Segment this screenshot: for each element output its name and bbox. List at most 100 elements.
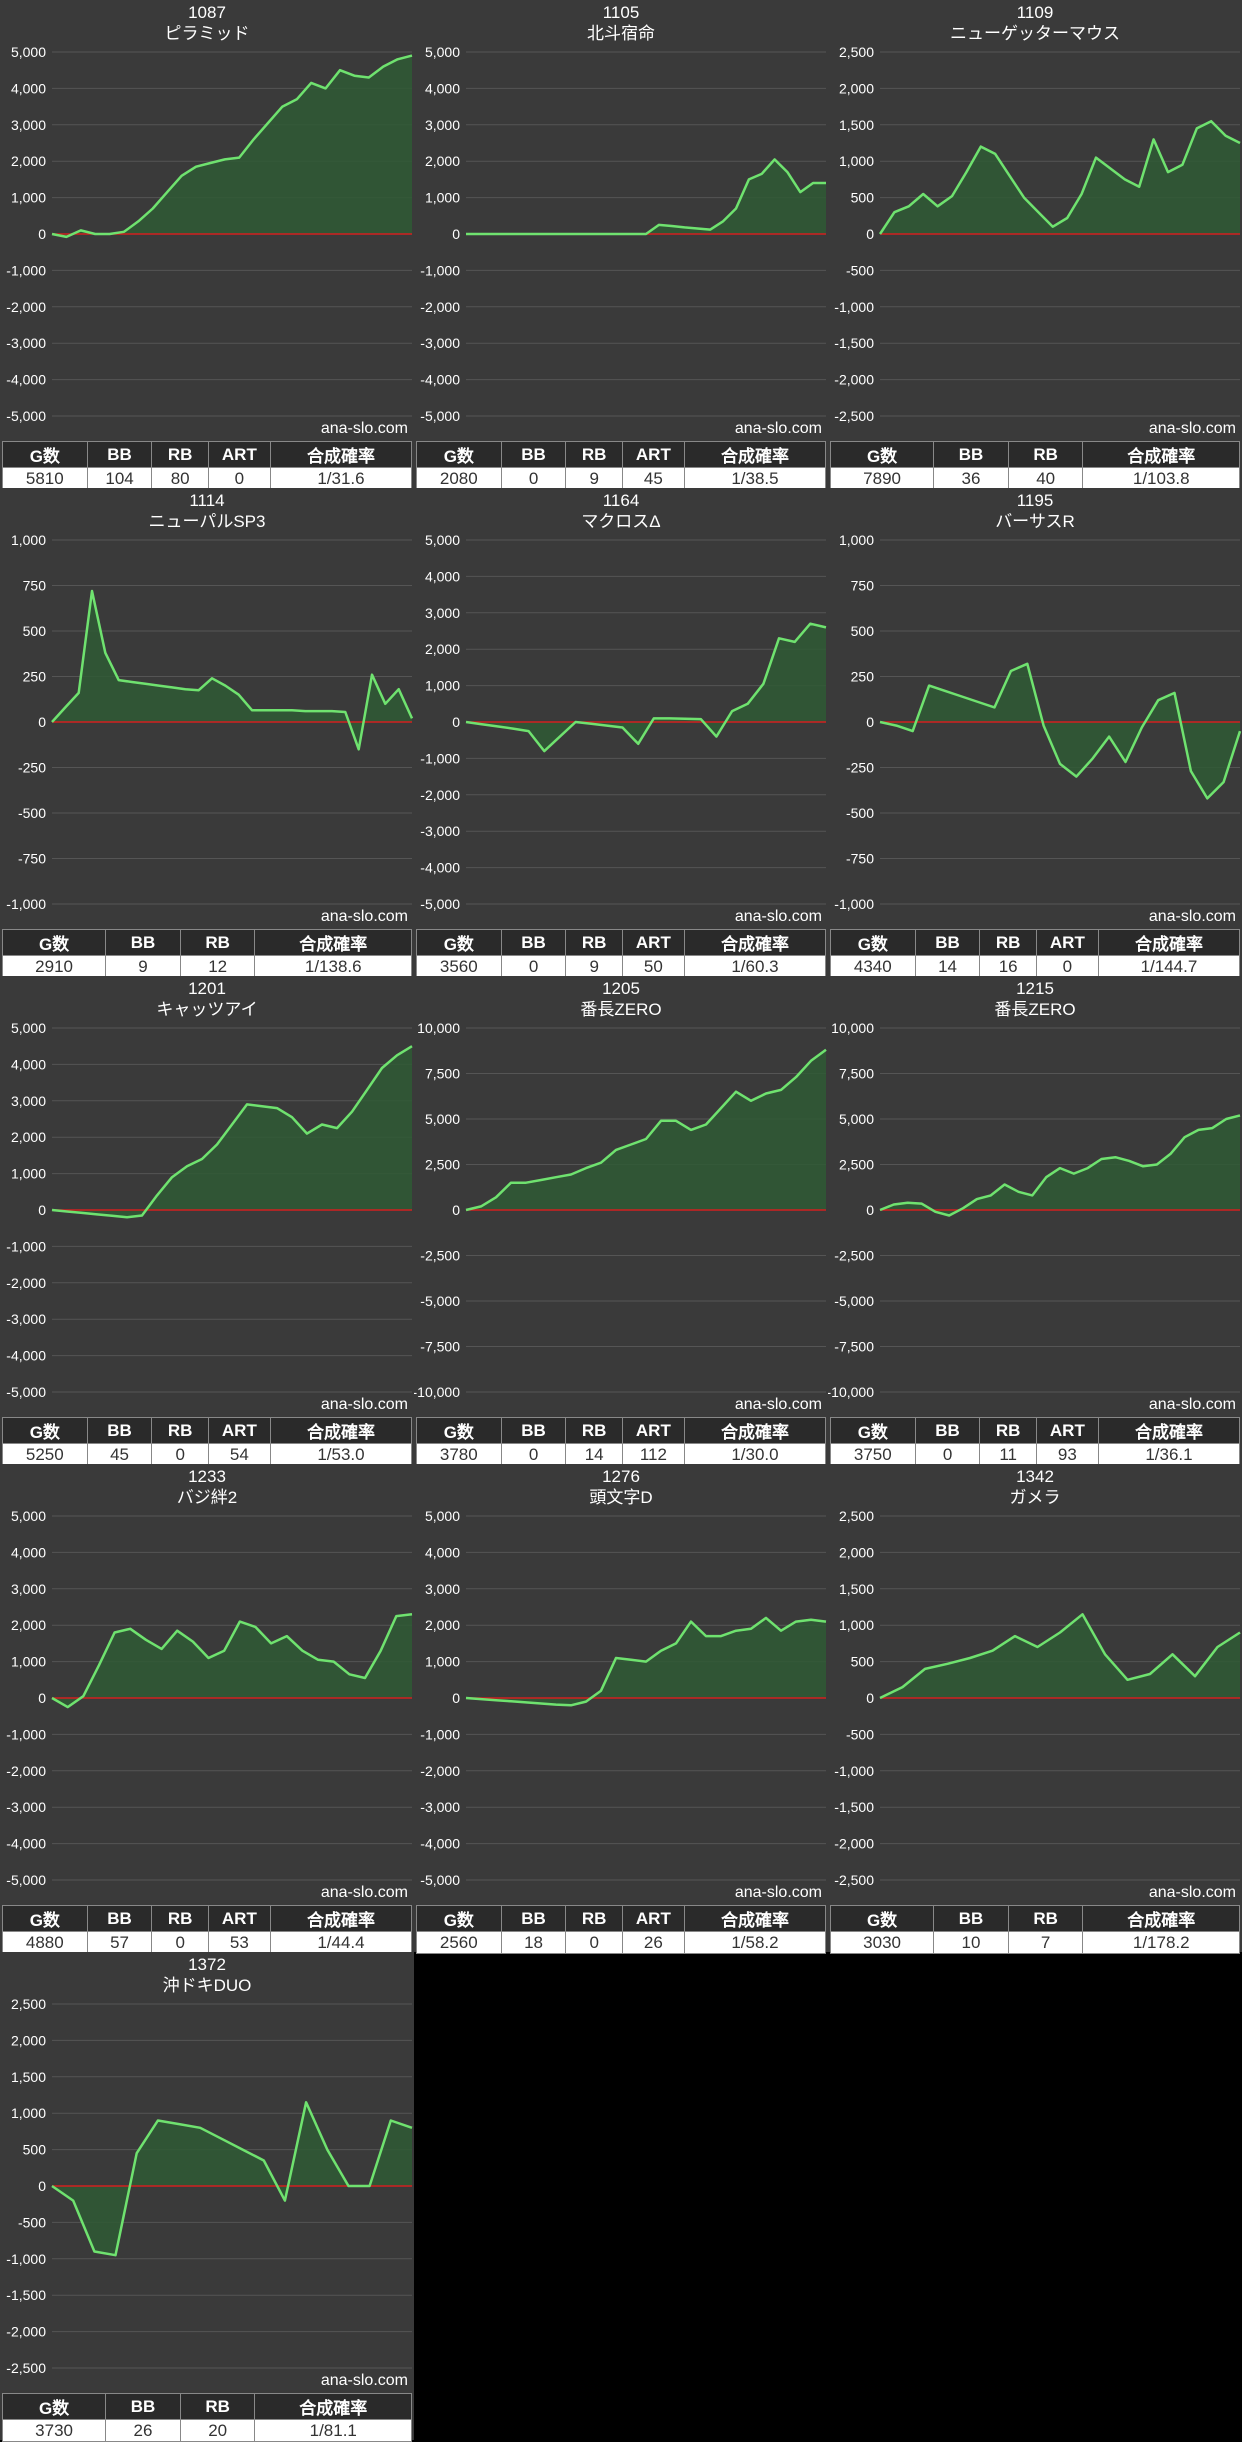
y-tick-label: -10,000 [414,1384,460,1400]
chart-subtitle: ピラミッド [165,24,250,43]
stats-value-bb: 9 [105,955,181,978]
stats-table: G数 BB RB ART 合成確率 3750 0 11 93 1/36.1 [830,1417,1241,1466]
stats-header-prob: 合成確率 [254,2393,412,2420]
series-line [879,662,1242,800]
stats-header-g: G数 [1,2393,107,2420]
stats-table: G数 BB RB 合成確率 3030 10 7 1/178.2 [829,1905,1240,1954]
series-line [879,1114,1241,1217]
chart-svg: 1087 ピラミッド -5,000 -4,000 -3,000 -2,000 -1,000 0… [6,3,413,437]
y-tick-label: -4,000 [6,372,46,388]
y-tick-label: -3,000 [420,335,460,351]
y-tick-label: 2,000 [425,153,460,169]
series-line [466,158,826,236]
y-tick-label: -2,500 [834,1872,874,1888]
stats-table: G数 BB RB ART 合成確率 4880 57 0 53 1/44.4 [2,1905,413,1954]
stats-value-g: 2080 [416,467,502,490]
chart-panel: 1205 番長ZERO -10,000 -7,500 -5,000 -2,500 0 2,50… [414,976,828,1466]
y-tick-label: 0 [452,1202,460,1218]
stats-table: G数 BB RB ART 合成確率 4340 14 16 0 1/144.7 [830,929,1241,978]
stats-value-prob: 1/60.3 [683,955,827,978]
series-line [465,1616,827,1707]
stats-header-g: G数 [830,929,916,956]
stats-header-bb: BB [86,1417,153,1444]
y-tick-label: 0 [866,226,874,242]
stats-value-rb: 80 [151,467,209,490]
y-tick-label: -3,000 [6,1799,46,1815]
stats-value-art: 26 [621,1931,685,1954]
chart-panel: 1215 番長ZERO -10,000 -7,500 -5,000 -2,500 0 2,50… [828,976,1242,1466]
stats-header-art: ART [207,1417,271,1444]
stats-table: G数 BB RB ART 合成確率 2560 18 0 26 1/58.2 [416,1905,827,1954]
y-tick-label: 2,500 [11,1996,46,2012]
y-tick-label: 3,000 [425,117,460,133]
stats-value-bb: 14 [914,955,981,978]
chart-subtitle: ニューパルSP3 [149,512,266,531]
y-tick-label: -5,000 [834,1293,874,1309]
y-tick-label: 1,500 [11,2069,46,2085]
stats-value-prob: 1/144.7 [1097,955,1241,978]
y-tick-label: -1,000 [6,262,46,278]
y-tick-label: -4,000 [6,1348,46,1364]
y-tick-label: 2,000 [11,1617,46,1633]
y-tick-label: -10,000 [828,1384,874,1400]
y-tick-label: 500 [23,623,47,639]
y-tick-label: 1,500 [839,1581,874,1597]
stats-header-rb: RB [151,1417,209,1444]
y-tick-label: 1,000 [11,532,46,548]
stats-value-prob: 1/53.0 [269,1443,413,1466]
stats-value-bb: 104 [86,467,153,490]
stats-header-prob: 合成確率 [683,929,827,956]
y-tick-label: -1,500 [834,1799,874,1815]
chart-svg: 1109 ニューゲッターマウス -2,500 -2,000 -1,500 -1,000 -5… [834,3,1241,437]
y-tick-label: 10,000 [417,1020,460,1036]
stats-value-prob: 1/36.1 [1097,1443,1241,1466]
y-tick-label: -1,000 [420,750,460,766]
series-area [466,159,826,234]
y-tick-label: 1,000 [839,153,874,169]
stats-header-g: G数 [416,929,502,956]
series-line [51,1613,413,1709]
y-tick-label: 1,000 [11,2105,46,2121]
y-tick-label: 5,000 [425,1508,460,1524]
chart-subtitle: 番長ZERO [580,1000,661,1019]
stats-value-rb: 20 [179,2419,256,2442]
stats-header-bb: BB [105,929,181,956]
y-tick-label: -2,000 [6,1275,46,1291]
y-tick-label: 500 [851,1654,875,1670]
stats-value-bb: 0 [914,1443,981,1466]
y-tick-label: 0 [452,1690,460,1706]
chart-panel: 1201 キャッツアイ -5,000 -4,000 -3,000 -2,000 -1,000… [0,976,414,1466]
chart-subtitle: バーサスR [995,512,1075,531]
y-tick-label: 2,500 [839,1508,874,1524]
stats-header-bb: BB [500,1905,567,1932]
stats-value-g: 4340 [830,955,916,978]
chart-title: 1342 [1016,1467,1054,1486]
stats-header-prob: 合成確率 [683,441,827,468]
y-tick-label: 3,000 [425,605,460,621]
stats-header-g: G数 [829,1905,935,1932]
y-tick-label: -250 [18,760,46,776]
stats-header-art: ART [207,441,271,468]
stats-value-g: 4880 [2,1931,88,1954]
chart-title: 1233 [188,1467,226,1486]
y-tick-label: 500 [851,623,875,639]
y-tick-label: 1,000 [425,678,460,694]
y-tick-label: -4,000 [420,1836,460,1852]
stats-value-bb: 0 [500,955,567,978]
y-tick-label: -7,500 [834,1339,874,1355]
y-tick-label: 3,000 [425,1581,460,1597]
y-tick-label: 1,000 [11,1654,46,1670]
chart-panel: 1087 ピラミッド -5,000 -4,000 -3,000 -2,000 -1,000 0… [0,0,414,490]
series-area [52,2102,412,2256]
y-tick-label: 250 [23,669,47,685]
series-area [880,121,1240,234]
y-tick-label: 250 [851,669,875,685]
stats-header-g: G数 [1,929,107,956]
y-tick-label: -5,000 [6,408,46,424]
chart-subtitle: キャッツアイ [156,1000,257,1019]
y-tick-label: -2,000 [420,787,460,803]
stats-value-rb: 16 [979,955,1037,978]
stats-header-art: ART [1035,929,1099,956]
y-tick-label: -2,000 [420,1763,460,1779]
y-tick-label: -1,000 [420,262,460,278]
